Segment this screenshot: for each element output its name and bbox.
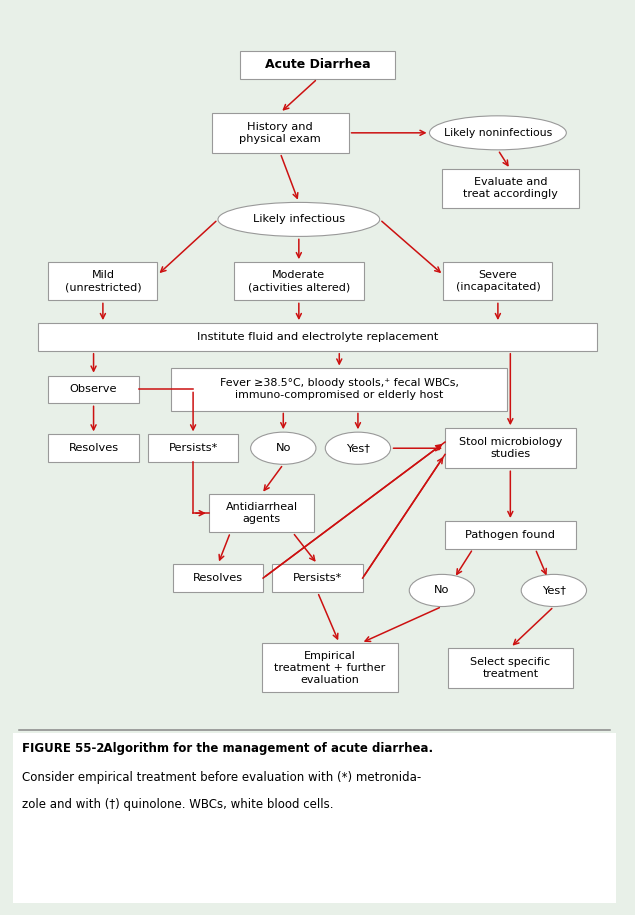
Text: zole and with (†) quinolone. WBCs, white blood cells.: zole and with (†) quinolone. WBCs, white… [22, 798, 333, 811]
FancyBboxPatch shape [234, 262, 364, 300]
Text: Acute Diarrhea: Acute Diarrhea [265, 59, 370, 71]
Text: Institute fluid and electrolyte replacement: Institute fluid and electrolyte replacem… [197, 332, 438, 342]
Text: Yes†: Yes† [346, 443, 370, 453]
Text: Fever ≥38.5°C, bloody stools,⁺ fecal WBCs,
immuno­compromised or elderly host: Fever ≥38.5°C, bloody stools,⁺ fecal WBC… [220, 379, 458, 401]
FancyBboxPatch shape [240, 51, 395, 79]
Text: Yes†: Yes† [542, 586, 566, 596]
Text: Likely infectious: Likely infectious [253, 214, 345, 224]
Ellipse shape [521, 575, 587, 607]
Ellipse shape [409, 575, 474, 607]
Text: Empirical
treatment + further
evaluation: Empirical treatment + further evaluation [274, 651, 385, 684]
FancyBboxPatch shape [48, 262, 157, 300]
Text: Persists*: Persists* [293, 573, 342, 583]
Text: Persists*: Persists* [168, 443, 218, 453]
Text: Antidiarrheal
agents: Antidiarrheal agents [225, 502, 298, 524]
FancyBboxPatch shape [448, 648, 573, 688]
Text: Mild
(unrestricted): Mild (unrestricted) [65, 270, 141, 292]
FancyBboxPatch shape [445, 521, 576, 549]
Text: Moderate
(activities altered): Moderate (activities altered) [248, 270, 350, 292]
FancyBboxPatch shape [173, 565, 263, 592]
Text: No: No [434, 586, 450, 596]
FancyBboxPatch shape [262, 643, 398, 693]
FancyBboxPatch shape [445, 428, 576, 468]
Ellipse shape [218, 202, 380, 236]
Ellipse shape [251, 432, 316, 464]
Text: Likely noninfectious: Likely noninfectious [444, 128, 552, 138]
Text: Evaluate and
treat accordingly: Evaluate and treat accordingly [463, 178, 558, 199]
FancyBboxPatch shape [48, 435, 138, 462]
Text: Consider empirical treatment before evaluation with (*) metronida-: Consider empirical treatment before eval… [22, 771, 421, 784]
Text: Observe: Observe [70, 384, 117, 394]
FancyBboxPatch shape [148, 435, 238, 462]
Text: Resolves: Resolves [193, 573, 243, 583]
Text: Algorithm for the management of acute diarrhea.: Algorithm for the management of acute di… [87, 742, 433, 755]
Text: Resolves: Resolves [69, 443, 119, 453]
Text: FIGURE 55-2: FIGURE 55-2 [22, 742, 105, 755]
FancyBboxPatch shape [209, 494, 314, 533]
Text: History and
physical exam: History and physical exam [239, 122, 321, 144]
Text: Select specific
treatment: Select specific treatment [471, 657, 551, 679]
FancyBboxPatch shape [272, 565, 363, 592]
FancyBboxPatch shape [13, 733, 616, 903]
FancyBboxPatch shape [442, 169, 578, 208]
FancyBboxPatch shape [37, 323, 598, 350]
FancyBboxPatch shape [48, 375, 138, 404]
Text: Pathogen found: Pathogen found [465, 530, 556, 540]
Text: No: No [276, 443, 291, 453]
Ellipse shape [429, 116, 566, 150]
Text: Severe
(incapacitated): Severe (incapacitated) [455, 270, 540, 292]
Ellipse shape [325, 432, 391, 464]
FancyBboxPatch shape [211, 113, 349, 153]
FancyBboxPatch shape [171, 369, 507, 411]
Text: Stool microbiology
studies: Stool microbiology studies [458, 437, 562, 459]
FancyBboxPatch shape [443, 262, 552, 300]
